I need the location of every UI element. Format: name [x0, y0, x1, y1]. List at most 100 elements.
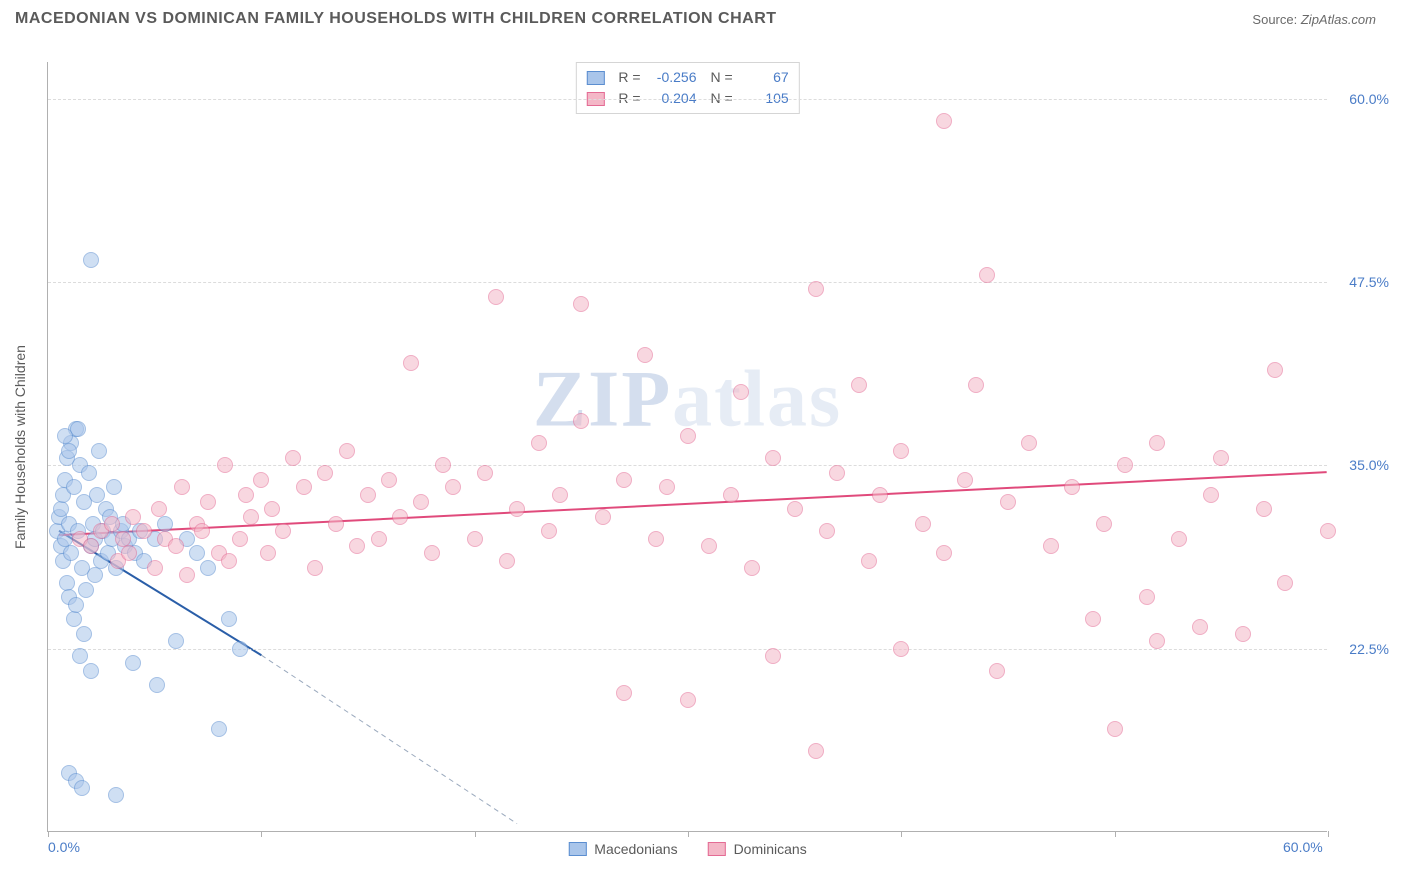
scatter-point: [108, 787, 124, 803]
scatter-point: [106, 479, 122, 495]
scatter-point: [381, 472, 397, 488]
scatter-point: [59, 575, 75, 591]
source-attribution: Source: ZipAtlas.com: [1252, 12, 1376, 27]
scatter-point: [744, 560, 760, 576]
scatter-point: [1320, 523, 1336, 539]
scatter-point: [701, 538, 717, 554]
r-value: -0.256: [649, 67, 697, 88]
scatter-point: [659, 479, 675, 495]
x-tick-label: 60.0%: [1283, 839, 1323, 855]
x-tick: [475, 831, 476, 837]
y-axis-label: Family Households with Children: [12, 345, 28, 549]
scatter-point: [531, 435, 547, 451]
legend-item: Dominicans: [708, 841, 807, 857]
scatter-point: [83, 663, 99, 679]
scatter-point: [1096, 516, 1112, 532]
stats-row: R =-0.256N =67: [586, 67, 788, 88]
scatter-point: [477, 465, 493, 481]
series-swatch: [708, 842, 726, 856]
scatter-point: [285, 450, 301, 466]
scatter-point: [296, 479, 312, 495]
scatter-point: [168, 538, 184, 554]
scatter-point: [1107, 721, 1123, 737]
series-swatch: [586, 71, 604, 85]
scatter-point: [733, 384, 749, 400]
stats-legend: R =-0.256N =67R =0.204N =105: [575, 62, 799, 114]
scatter-point: [168, 633, 184, 649]
scatter-point: [445, 479, 461, 495]
scatter-point: [157, 516, 173, 532]
y-tick-label: 47.5%: [1349, 274, 1389, 290]
scatter-point: [136, 523, 152, 539]
scatter-point: [115, 531, 131, 547]
scatter-point: [151, 501, 167, 517]
gridline: [48, 282, 1327, 283]
scatter-point: [723, 487, 739, 503]
scatter-point: [232, 641, 248, 657]
scatter-point: [211, 721, 227, 737]
scatter-point: [121, 545, 137, 561]
scatter-point: [1149, 435, 1165, 451]
scatter-point: [371, 531, 387, 547]
scatter-chart: ZIPatlas Family Households with Children…: [47, 62, 1327, 832]
scatter-point: [616, 472, 632, 488]
x-tick: [261, 831, 262, 837]
scatter-point: [1021, 435, 1037, 451]
scatter-point: [104, 516, 120, 532]
stat-label: R =: [618, 67, 640, 88]
scatter-point: [680, 428, 696, 444]
scatter-point: [765, 648, 781, 664]
scatter-point: [74, 780, 90, 796]
scatter-point: [253, 472, 269, 488]
scatter-point: [360, 487, 376, 503]
scatter-point: [648, 531, 664, 547]
scatter-point: [125, 509, 141, 525]
series-swatch: [568, 842, 586, 856]
scatter-point: [72, 648, 88, 664]
series-name: Macedonians: [594, 841, 677, 857]
gridline: [48, 99, 1327, 100]
scatter-point: [1139, 589, 1155, 605]
scatter-point: [573, 413, 589, 429]
scatter-point: [808, 281, 824, 297]
scatter-point: [83, 538, 99, 554]
y-tick-label: 60.0%: [1349, 91, 1389, 107]
scatter-point: [78, 582, 94, 598]
scatter-point: [541, 523, 557, 539]
scatter-point: [66, 479, 82, 495]
scatter-point: [349, 538, 365, 554]
scatter-point: [1043, 538, 1059, 554]
series-legend: Macedonians Dominicans: [568, 841, 806, 857]
trend-lines: [48, 62, 1327, 831]
scatter-point: [275, 523, 291, 539]
gridline: [48, 465, 1327, 466]
scatter-point: [392, 509, 408, 525]
x-tick: [1328, 831, 1329, 837]
scatter-point: [174, 479, 190, 495]
y-tick-label: 22.5%: [1349, 641, 1389, 657]
scatter-point: [787, 501, 803, 517]
scatter-point: [1117, 457, 1133, 473]
scatter-point: [936, 113, 952, 129]
scatter-point: [413, 494, 429, 510]
scatter-point: [979, 267, 995, 283]
scatter-point: [61, 443, 77, 459]
scatter-point: [936, 545, 952, 561]
scatter-point: [915, 516, 931, 532]
scatter-point: [89, 487, 105, 503]
scatter-point: [680, 692, 696, 708]
scatter-point: [1064, 479, 1080, 495]
scatter-point: [1267, 362, 1283, 378]
x-tick: [1115, 831, 1116, 837]
scatter-point: [63, 545, 79, 561]
scatter-point: [989, 663, 1005, 679]
source-value: ZipAtlas.com: [1301, 12, 1376, 27]
scatter-point: [1235, 626, 1251, 642]
scatter-point: [200, 560, 216, 576]
series-name: Dominicans: [734, 841, 807, 857]
x-tick: [688, 831, 689, 837]
scatter-point: [1256, 501, 1272, 517]
x-tick: [48, 831, 49, 837]
scatter-point: [499, 553, 515, 569]
scatter-point: [488, 289, 504, 305]
